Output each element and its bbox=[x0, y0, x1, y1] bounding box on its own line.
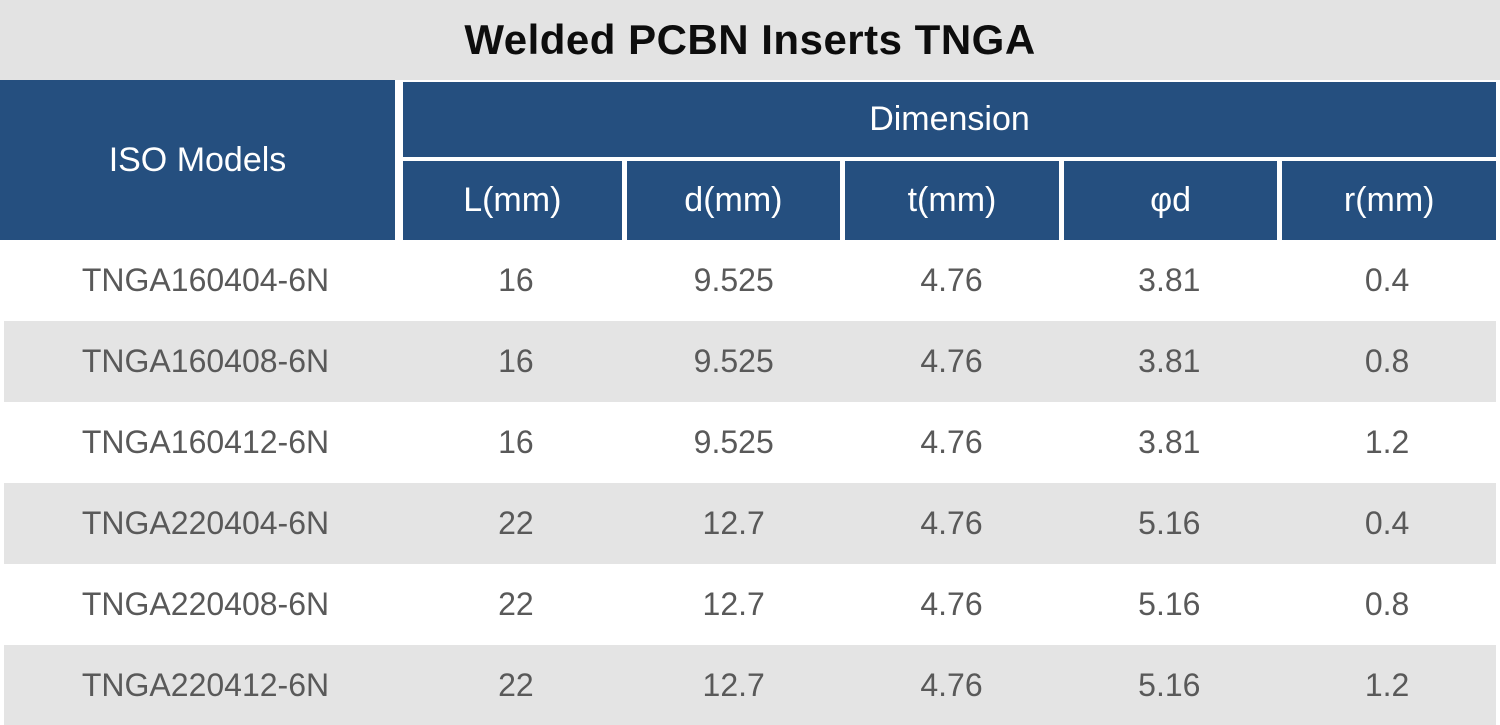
table-row: TNGA220408-6N 22 12.7 4.76 5.16 0.8 bbox=[0, 564, 1500, 645]
cell-phi-d: 3.81 bbox=[1138, 343, 1201, 379]
cell-l: 22 bbox=[498, 586, 534, 622]
cell-t: 4.76 bbox=[920, 262, 983, 298]
cell-d: 9.525 bbox=[693, 343, 774, 379]
cell-model: TNGA160412-6N bbox=[81, 424, 330, 460]
cell-r: 0.8 bbox=[1364, 586, 1410, 622]
table-body: TNGA160404-6N 16 9.525 4.76 3.81 0.4 TNG… bbox=[0, 240, 1500, 725]
cell-t: 4.76 bbox=[920, 667, 983, 703]
column-header-l-mm: L(mm) bbox=[403, 161, 622, 240]
cell-l: 22 bbox=[498, 667, 534, 703]
table-title-band: Welded PCBN Inserts TNGA bbox=[0, 0, 1500, 80]
cell-r: 1.2 bbox=[1364, 667, 1410, 703]
page-title: Welded PCBN Inserts TNGA bbox=[464, 16, 1036, 63]
cell-l: 16 bbox=[498, 343, 534, 379]
cell-l: 16 bbox=[498, 262, 534, 298]
cell-phi-d: 5.16 bbox=[1138, 667, 1201, 703]
cell-model: TNGA220404-6N bbox=[81, 505, 330, 541]
cell-d: 12.7 bbox=[702, 586, 765, 622]
cell-t: 4.76 bbox=[920, 586, 983, 622]
cell-model: TNGA220408-6N bbox=[81, 586, 330, 622]
cell-l: 22 bbox=[498, 505, 534, 541]
cell-model: TNGA160408-6N bbox=[81, 343, 330, 379]
column-header-d-mm: d(mm) bbox=[621, 161, 841, 240]
cell-phi-d: 5.16 bbox=[1138, 586, 1201, 622]
column-header-r-mm: r(mm) bbox=[1277, 161, 1496, 240]
table-row: TNGA160404-6N 16 9.525 4.76 3.81 0.4 bbox=[0, 240, 1500, 321]
cell-phi-d: 5.16 bbox=[1138, 505, 1201, 541]
cell-l: 16 bbox=[498, 424, 534, 460]
cell-d: 9.525 bbox=[693, 424, 774, 460]
column-group-header-dimension: Dimension bbox=[403, 80, 1496, 161]
cell-r: 0.4 bbox=[1364, 505, 1410, 541]
cell-t: 4.76 bbox=[920, 505, 983, 541]
cell-model: TNGA220412-6N bbox=[81, 667, 330, 703]
column-header-t-mm: t(mm) bbox=[840, 161, 1059, 240]
table-row: TNGA160412-6N 16 9.525 4.76 3.81 1.2 bbox=[0, 402, 1500, 483]
cell-r: 1.2 bbox=[1364, 424, 1410, 460]
cell-d: 12.7 bbox=[702, 505, 765, 541]
column-header-iso-models: ISO Models bbox=[0, 80, 403, 240]
table-row: TNGA220404-6N 22 12.7 4.76 5.16 0.4 bbox=[0, 483, 1500, 564]
column-header-phi-d: φd bbox=[1058, 161, 1278, 240]
cell-r: 0.8 bbox=[1364, 343, 1410, 379]
cell-r: 0.4 bbox=[1364, 262, 1410, 298]
cell-phi-d: 3.81 bbox=[1138, 424, 1201, 460]
table-row: TNGA160408-6N 16 9.525 4.76 3.81 0.8 bbox=[0, 321, 1500, 402]
cell-d: 9.525 bbox=[693, 262, 774, 298]
cell-d: 12.7 bbox=[702, 667, 765, 703]
cell-phi-d: 3.81 bbox=[1138, 262, 1201, 298]
cell-t: 4.76 bbox=[920, 343, 983, 379]
table-header: ISO Models Dimension L(mm) d(mm) t(mm) φ… bbox=[0, 80, 1500, 240]
table-row: TNGA220412-6N 22 12.7 4.76 5.16 1.2 bbox=[0, 645, 1500, 725]
cell-t: 4.76 bbox=[920, 424, 983, 460]
cell-model: TNGA160404-6N bbox=[81, 262, 330, 298]
